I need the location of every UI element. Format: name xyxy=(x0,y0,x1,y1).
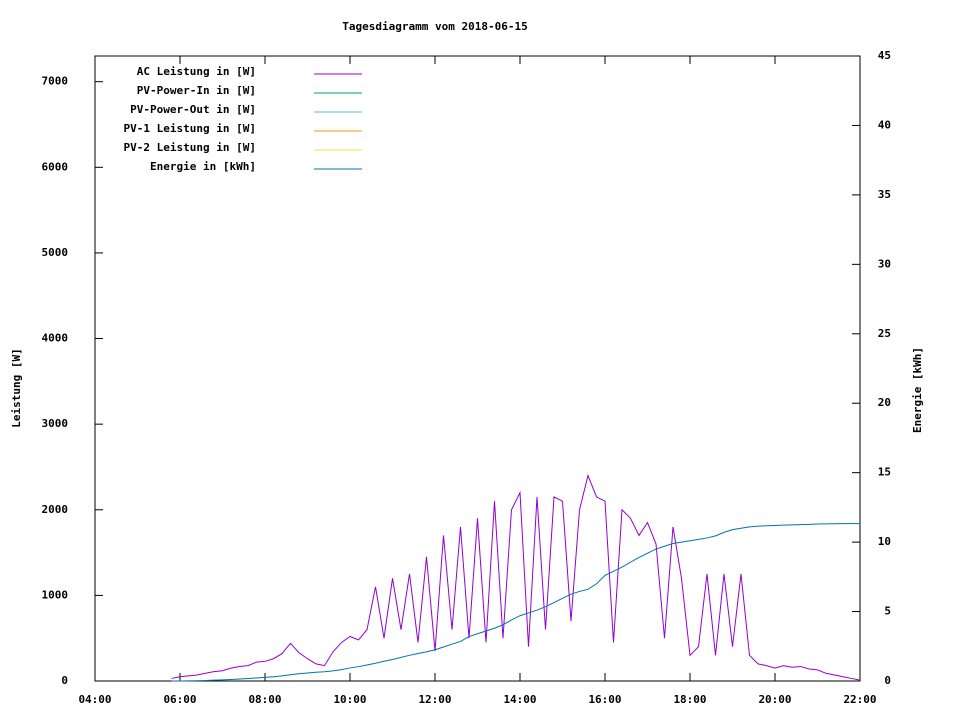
legend-label: PV-1 Leistung in [W] xyxy=(124,122,256,135)
y2-tick-label: 45 xyxy=(878,49,891,62)
series-line xyxy=(171,473,861,681)
x-tick-label: 08:00 xyxy=(248,693,281,706)
y-tick-label: 6000 xyxy=(42,160,69,173)
y-tick-label: 5000 xyxy=(42,246,69,259)
x-tick-label: 18:00 xyxy=(673,693,706,706)
y2-axis-label: Energie [kWh] xyxy=(911,347,924,433)
y-tick-label: 3000 xyxy=(42,417,69,430)
y-axis-label: Leistung [W] xyxy=(10,348,23,427)
series-line xyxy=(171,523,860,682)
y2-tick-label: 20 xyxy=(878,396,891,409)
x-tick-label: 10:00 xyxy=(333,693,366,706)
legend-label: PV-Power-In in [W] xyxy=(137,84,256,97)
x-tick-label: 14:00 xyxy=(503,693,536,706)
x-tick-label: 12:00 xyxy=(418,693,451,706)
x-tick-label: 22:00 xyxy=(843,693,876,706)
legend-label: PV-Power-Out in [W] xyxy=(130,103,256,116)
y2-tick-label: 30 xyxy=(878,257,891,270)
y-tick-label: 2000 xyxy=(42,503,69,516)
x-tick-label: 20:00 xyxy=(758,693,791,706)
legend-label: AC Leistung in [W] xyxy=(137,65,256,78)
y2-tick-label: 5 xyxy=(884,605,891,618)
y2-tick-label: 25 xyxy=(878,327,891,340)
x-tick-label: 06:00 xyxy=(163,693,196,706)
legend-label: Energie in [kWh] xyxy=(150,160,256,173)
legend-label: PV-2 Leistung in [W] xyxy=(124,141,256,154)
x-tick-label: 04:00 xyxy=(78,693,111,706)
y2-tick-label: 35 xyxy=(878,188,891,201)
x-tick-label: 16:00 xyxy=(588,693,621,706)
y2-tick-label: 0 xyxy=(884,674,891,687)
y2-tick-label: 10 xyxy=(878,535,891,548)
y-tick-label: 4000 xyxy=(42,332,69,345)
y2-tick-label: 15 xyxy=(878,466,891,479)
y2-tick-label: 40 xyxy=(878,118,891,131)
y-tick-label: 1000 xyxy=(42,588,69,601)
y-tick-label: 7000 xyxy=(42,75,69,88)
chart-title: Tagesdiagramm vom 2018-06-15 xyxy=(342,20,527,33)
plot-frame xyxy=(94,55,861,682)
y-tick-label: 0 xyxy=(61,674,68,687)
